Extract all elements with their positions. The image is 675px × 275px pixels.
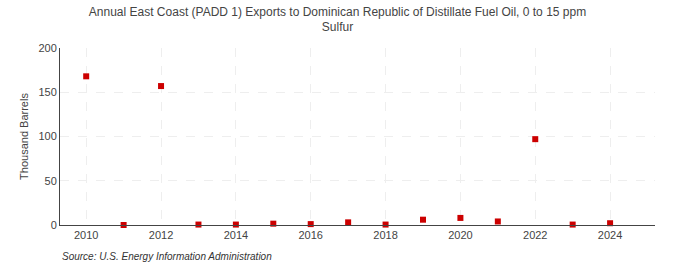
svg-text:2022: 2022 <box>523 229 547 241</box>
svg-text:2018: 2018 <box>373 229 397 241</box>
svg-text:150: 150 <box>38 86 56 98</box>
svg-text:Thousand Barrels: Thousand Barrels <box>18 93 30 180</box>
svg-text:200: 200 <box>38 42 56 54</box>
svg-text:2012: 2012 <box>149 229 173 241</box>
svg-text:Source: U.S. Energy Informatio: Source: U.S. Energy Information Administ… <box>62 251 272 262</box>
svg-text:2010: 2010 <box>74 229 98 241</box>
svg-text:0: 0 <box>51 219 57 231</box>
svg-text:2024: 2024 <box>598 229 622 241</box>
svg-text:2016: 2016 <box>298 229 322 241</box>
svg-text:50: 50 <box>45 175 57 187</box>
svg-text:100: 100 <box>38 130 56 142</box>
svg-text:Annual East Coast (PADD 1) Exp: Annual East Coast (PADD 1) Exports to Do… <box>89 5 586 35</box>
svg-text:2020: 2020 <box>448 229 472 241</box>
svg-text:2014: 2014 <box>224 229 248 241</box>
